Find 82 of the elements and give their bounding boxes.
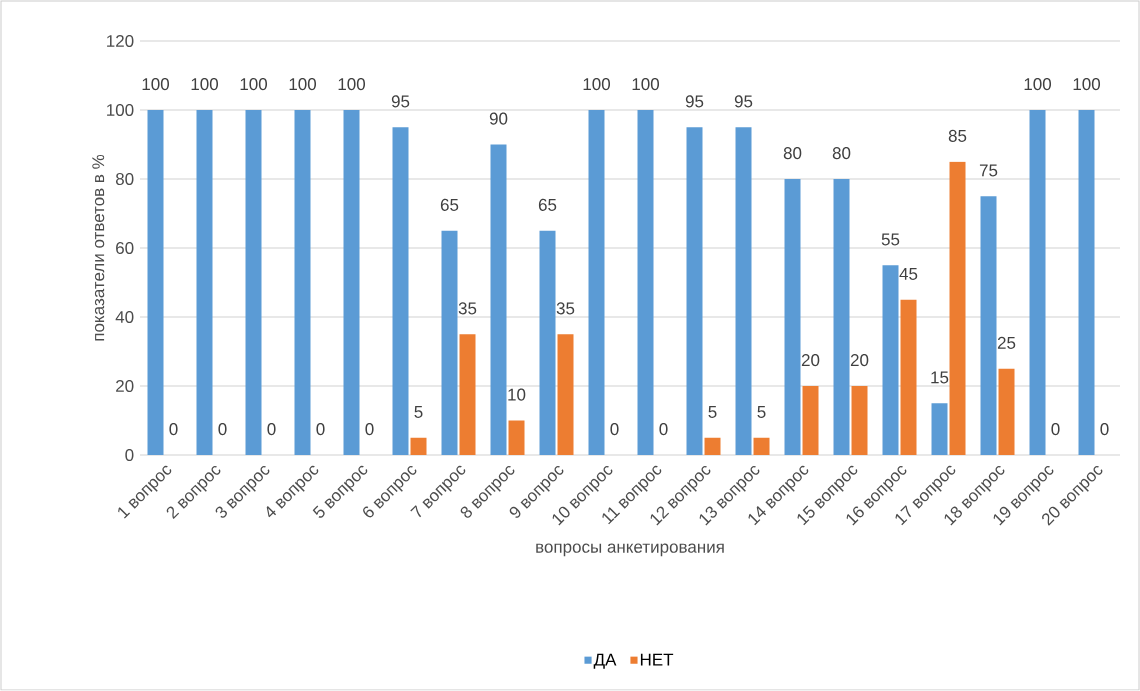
data-label: 5 [414, 406, 423, 418]
legend-label: ДА [593, 653, 617, 669]
data-label: 0 [365, 423, 374, 436]
data-label: 35 [556, 302, 575, 315]
bar [784, 179, 801, 455]
y-tick-label: 0 [125, 448, 134, 462]
data-label: 65 [538, 198, 557, 211]
data-label: 0 [316, 423, 325, 436]
y-tick-label: 120 [107, 34, 134, 48]
bar [931, 403, 948, 455]
data-label: 100 [1024, 78, 1052, 91]
data-label: 0 [267, 423, 276, 436]
data-label: 65 [440, 198, 459, 211]
bar [686, 127, 703, 455]
bar [294, 110, 311, 455]
data-label: 85 [948, 129, 967, 142]
data-label: 100 [240, 78, 268, 91]
y-tick-label: 40 [115, 310, 134, 324]
data-label: 0 [169, 423, 178, 436]
data-label: 100 [191, 78, 219, 91]
data-label: 90 [489, 112, 508, 125]
data-label: 5 [757, 406, 766, 418]
bar [704, 437, 721, 455]
bar [753, 437, 770, 455]
bar [588, 110, 605, 455]
data-label: 80 [832, 147, 851, 160]
bar [949, 161, 966, 455]
bar [833, 179, 850, 455]
bar [196, 110, 213, 455]
data-label: 25 [997, 336, 1016, 349]
data-label: 55 [881, 233, 900, 246]
bar [637, 110, 654, 455]
bar [980, 196, 997, 455]
data-label: 20 [801, 354, 820, 367]
bar [490, 144, 507, 455]
bar [802, 386, 819, 455]
data-label: 45 [899, 268, 918, 280]
data-label: 100 [338, 78, 366, 91]
data-label: 100 [1073, 78, 1101, 91]
y-tick-label: 100 [107, 103, 134, 117]
bar [410, 437, 427, 455]
data-label: 20 [850, 354, 869, 367]
data-label: 75 [979, 164, 998, 177]
y-axis-title: показатели ответов в % [92, 154, 105, 341]
bar [882, 265, 899, 455]
data-label: 0 [1051, 423, 1060, 436]
data-label: 15 [931, 371, 949, 384]
data-label: 100 [142, 78, 170, 91]
data-label: 95 [734, 95, 753, 108]
bar [245, 110, 262, 455]
bar [851, 386, 868, 455]
data-label: 100 [583, 78, 611, 91]
data-label: 5 [708, 406, 717, 418]
bar [998, 368, 1015, 455]
bar [459, 334, 476, 455]
bar [508, 420, 525, 455]
bar [343, 110, 360, 455]
bar [147, 110, 164, 455]
data-label: 80 [783, 147, 802, 160]
data-label: 10 [508, 388, 526, 401]
x-axis-title: вопросы анкетирования [536, 543, 724, 557]
bar [539, 230, 556, 455]
bar [900, 299, 917, 455]
data-label: 0 [218, 423, 227, 436]
data-label: 95 [685, 95, 704, 108]
bar [1029, 110, 1046, 455]
bar [735, 127, 752, 455]
y-tick-label: 60 [116, 241, 134, 255]
bar [441, 230, 458, 455]
bar [557, 334, 574, 455]
y-tick-label: 20 [116, 379, 134, 393]
data-label: 100 [289, 78, 317, 91]
data-label: 95 [391, 95, 410, 108]
data-label: 0 [610, 423, 619, 436]
bar [1078, 110, 1095, 455]
data-label: 0 [1100, 423, 1109, 436]
data-label: 100 [632, 78, 660, 91]
data-label: 35 [458, 302, 477, 315]
y-tick-label: 80 [115, 172, 134, 186]
data-label: 0 [659, 423, 668, 436]
bar [392, 127, 409, 455]
legend-label: НЕТ [640, 653, 674, 666]
